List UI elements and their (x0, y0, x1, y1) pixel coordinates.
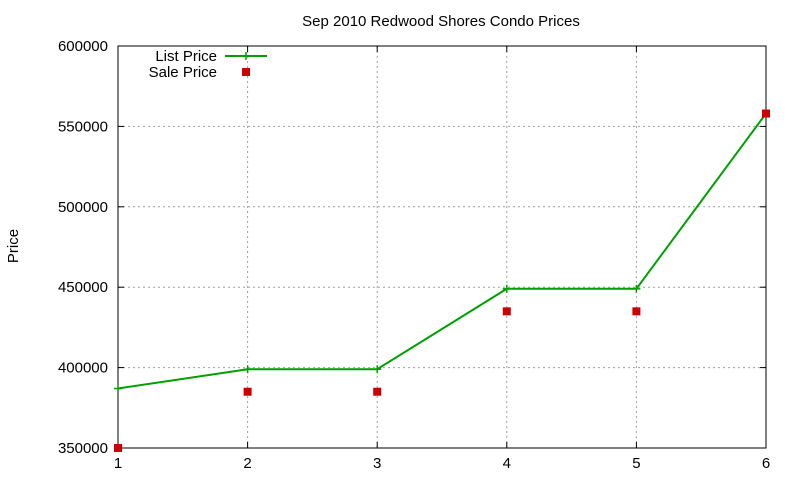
data-point-list-price-4 (502, 284, 511, 293)
legend: List Price Sale Price (149, 48, 267, 81)
series-layer (114, 109, 770, 452)
legend-label-sale-price: Sale Price (149, 64, 217, 81)
y-tick-label-400000: 400000 (58, 360, 108, 377)
series-line-list-price (117, 112, 767, 390)
data-point-sale-price-1 (114, 444, 122, 452)
data-point-list-price-2 (243, 365, 252, 374)
y-tick-label-600000: 600000 (58, 38, 108, 55)
chart-title: Sep 2010 Redwood Shores Condo Prices (302, 13, 580, 30)
y-tick-label-350000: 350000 (58, 440, 108, 457)
x-tick-label-4: 4 (503, 455, 511, 472)
data-point-list-price-1 (114, 384, 122, 393)
x-tick-label-5: 5 (632, 455, 640, 472)
data-point-list-price-5 (632, 284, 641, 293)
y-tick-label-500000: 500000 (58, 199, 108, 216)
data-point-sale-price-6 (762, 109, 770, 118)
legend-sample-list-price (225, 52, 267, 60)
data-point-list-price-3 (373, 365, 382, 374)
data-point-sale-price-3 (373, 387, 382, 396)
data-point-sale-price-4 (502, 307, 511, 316)
y-tick-label-550000: 550000 (58, 118, 108, 135)
series-list-price (114, 109, 770, 393)
legend-marker-list-price (242, 52, 250, 60)
grid-lines (118, 46, 766, 448)
y-tick-label-450000: 450000 (58, 279, 108, 296)
legend-marker-sale-price (242, 68, 250, 76)
series-sale-price (114, 109, 770, 452)
x-tick-label-3: 3 (373, 455, 381, 472)
plot-frame (117, 45, 767, 449)
x-tick-label-1: 1 (114, 455, 122, 472)
axis-ticks: 1 2 3 4 5 6 350000 400000 450000 500000 550000 6000… (58, 38, 770, 472)
x-tick-label-2: 2 (243, 455, 251, 472)
data-point-sale-price-2 (243, 387, 252, 396)
legend-sample-sale-price (242, 68, 250, 76)
y-axis-label: Price (5, 229, 22, 263)
x-tick-label-6: 6 (762, 455, 770, 472)
data-point-sale-price-5 (632, 307, 641, 316)
legend-label-list-price: List Price (155, 48, 217, 65)
